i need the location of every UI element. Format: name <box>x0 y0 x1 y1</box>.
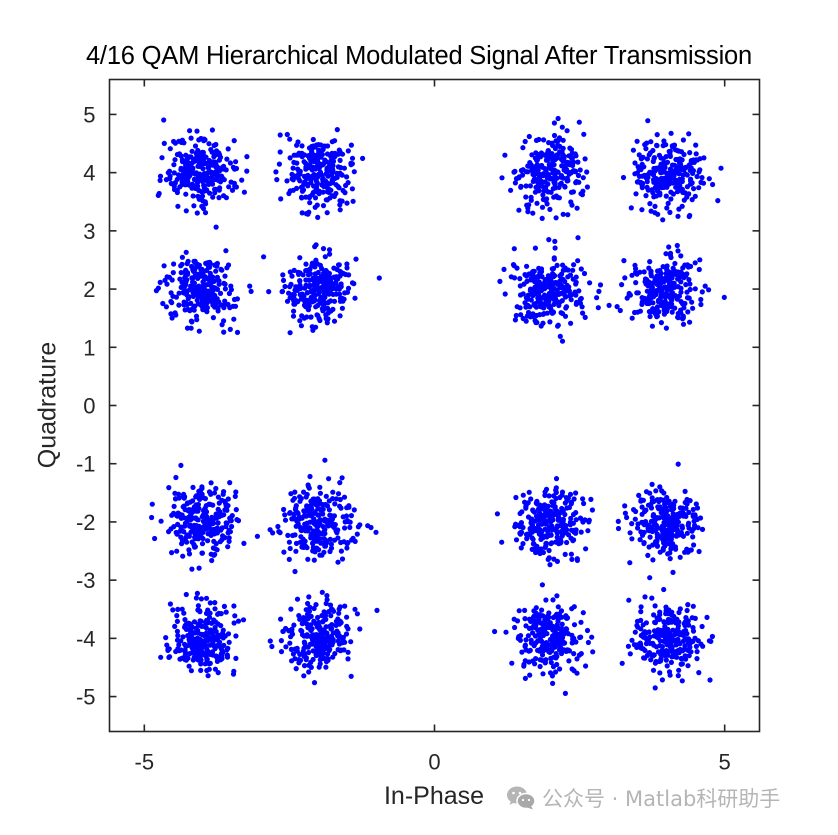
x-tick-label: -5 <box>135 750 155 775</box>
y-tick-label: 2 <box>83 277 95 302</box>
y-tick-label: -1 <box>76 452 96 477</box>
data-points <box>149 115 727 697</box>
wechat-icon <box>507 786 536 810</box>
x-tick-label: 0 <box>428 750 440 775</box>
x-axis-ticks: -5 0 5 <box>135 79 731 775</box>
watermark-text: 公众号 · Matlab科研助手 <box>542 787 781 811</box>
y-axis-ticks: -5 -4 -3 -2 -1 0 1 2 3 4 5 <box>76 102 760 710</box>
y-tick-label: -4 <box>76 626 96 651</box>
y-tick-label: 1 <box>83 335 95 360</box>
x-tick-label: 5 <box>719 750 731 775</box>
y-tick-label: 4 <box>83 161 95 186</box>
watermark: 公众号 · Matlab科研助手 <box>506 783 780 813</box>
y-tick-label: -3 <box>76 568 96 593</box>
chart-title: 4/16 QAM Hierarchical Modulated Signal A… <box>85 42 753 70</box>
y-axis-label: Quadrature <box>33 341 62 469</box>
y-tick-label: 5 <box>83 102 95 127</box>
y-tick-label: -5 <box>76 685 96 710</box>
y-tick-label: -2 <box>76 510 96 535</box>
x-axis-label: In-Phase <box>383 782 485 810</box>
y-tick-label: 3 <box>83 219 95 244</box>
y-tick-label: 0 <box>83 394 95 419</box>
